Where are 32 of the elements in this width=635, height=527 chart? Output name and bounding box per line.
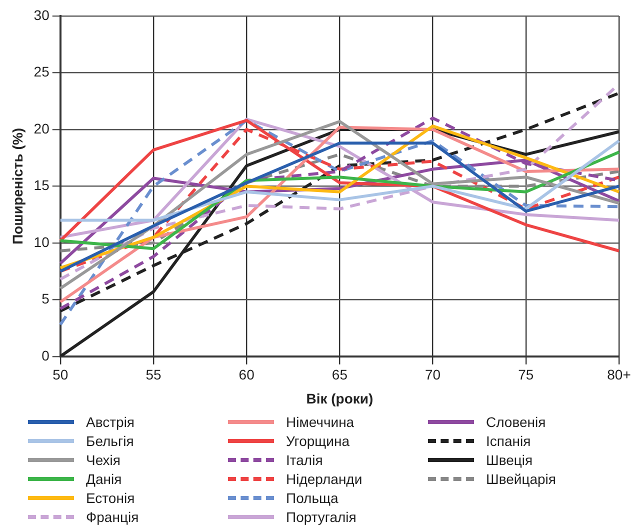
legend-label: Іспанія bbox=[486, 432, 531, 448]
x-tick-label: 60 bbox=[238, 366, 255, 383]
legend-label: Бельгія bbox=[86, 432, 134, 448]
x-tick-label: 55 bbox=[146, 366, 162, 383]
legend-label: Португалія bbox=[286, 508, 356, 524]
y-tick-label: 10 bbox=[34, 234, 50, 250]
y-tick-label: 20 bbox=[34, 120, 50, 136]
legend-label: Австрія bbox=[86, 414, 135, 430]
legend-label: Чехія bbox=[86, 452, 121, 468]
x-tick-label: 80+ bbox=[607, 366, 631, 383]
legend-label: Нідерланди bbox=[286, 470, 362, 486]
legend-label: Естонія bbox=[86, 490, 135, 506]
y-axis-title: Поширеність (%) bbox=[9, 128, 26, 244]
y-tick-label: 0 bbox=[42, 347, 50, 364]
x-tick-label: 75 bbox=[518, 366, 534, 383]
legend-label: Польща bbox=[286, 490, 338, 506]
legend-label: Німеччина bbox=[286, 414, 354, 430]
x-tick-label: 70 bbox=[425, 366, 441, 383]
x-tick-label: 50 bbox=[52, 366, 68, 383]
legend-label: Італія bbox=[286, 452, 323, 468]
y-tick-label: 5 bbox=[42, 290, 50, 307]
legend-label: Словенія bbox=[486, 414, 546, 430]
legend-label: Угорщина bbox=[286, 432, 350, 448]
y-tick-label: 15 bbox=[34, 177, 50, 194]
x-axis-title: Вік (роки) bbox=[306, 390, 374, 406]
x-tick-label: 65 bbox=[332, 366, 348, 383]
legend-label: Швейцарія bbox=[486, 470, 556, 486]
legend-label: Данія bbox=[86, 470, 122, 486]
y-tick-label: 25 bbox=[34, 64, 50, 80]
legend-label: Франція bbox=[86, 508, 139, 524]
y-tick-label: 30 bbox=[34, 6, 50, 23]
legend-label: Швеція bbox=[486, 452, 533, 468]
